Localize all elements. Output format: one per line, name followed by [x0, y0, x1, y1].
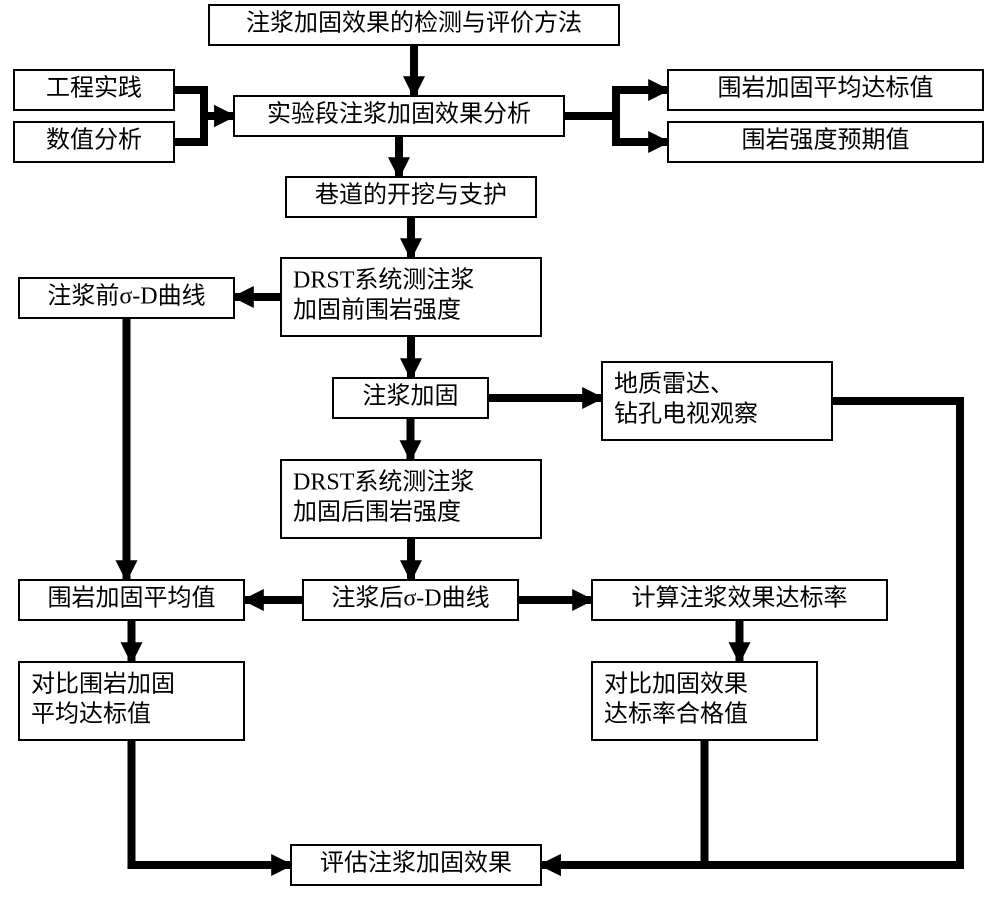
- label: 巷道的开挖与支护: [315, 182, 507, 209]
- label: 围岩加固平均值: [48, 585, 216, 612]
- node-n_grout: 注浆加固: [333, 378, 488, 418]
- node-n_radar: 地质雷达、钻孔电视观察: [602, 362, 832, 440]
- node-n_drst1: DRST系统测注浆加固前围岩强度: [281, 258, 541, 336]
- node-n_cmpRate: 对比加固效果达标率合格值: [592, 662, 817, 740]
- label: 工程实践: [46, 75, 142, 102]
- label: DRST系统测注浆: [293, 469, 474, 496]
- node-n_drst2: DRST系统测注浆加固后围岩强度: [281, 460, 541, 538]
- label: 评估注浆加固效果: [320, 850, 512, 877]
- node-n_cmpAvg: 对比围岩加固平均达标值: [19, 662, 244, 740]
- node-n_left2: 数值分析: [14, 122, 174, 162]
- label: 钻孔电视观察: [614, 401, 758, 428]
- label: 注浆后σ-D曲线: [331, 585, 489, 612]
- node-n_avg: 围岩加固平均值: [19, 580, 244, 620]
- edge: [174, 116, 234, 142]
- node-n_right1: 围岩加固平均达标值: [668, 70, 983, 110]
- boxes-layer: 注浆加固效果的检测与评价方法工程实践数值分析 实验段注浆加固效果分析 围岩加固平均达…: [14, 5, 983, 885]
- node-n_eval: 评估注浆加固效果: [291, 845, 541, 885]
- label: 围岩加固平均达标值: [718, 75, 934, 102]
- label: 对比加固效果: [604, 671, 748, 698]
- edge: [132, 740, 292, 865]
- label: 加固前围岩强度: [293, 297, 461, 324]
- node-n_left1: 工程实践: [14, 70, 174, 110]
- edge: [564, 116, 668, 142]
- node-n_postSD: 注浆后σ-D曲线: [303, 580, 518, 620]
- label: 实验段注浆加固效果分析: [267, 101, 531, 128]
- node-n_top: 注浆加固效果的检测与评价方法: [209, 5, 619, 45]
- label: DRST系统测注浆: [293, 267, 474, 294]
- label: 加固后围岩强度: [293, 499, 461, 526]
- node-n_exp: 实验段注浆加固效果分析: [234, 96, 564, 136]
- node-n_right2: 围岩强度预期值: [668, 122, 983, 162]
- label: 注浆前σ-D曲线: [47, 283, 205, 310]
- node-n_exc: 巷道的开挖与支护: [286, 177, 536, 217]
- label: 地质雷达、: [614, 371, 734, 398]
- label: 注浆加固: [363, 383, 459, 410]
- label: 计算注浆效果达标率: [632, 585, 848, 612]
- label: 达标率合格值: [604, 701, 748, 728]
- label: 注浆加固效果的检测与评价方法: [246, 10, 582, 37]
- node-n_rate: 计算注浆效果达标率: [592, 580, 887, 620]
- label: 平均达标值: [31, 701, 151, 728]
- label: 围岩强度预期值: [742, 127, 910, 154]
- edge: [541, 401, 960, 865]
- arrows-layer: [127, 45, 961, 865]
- edge: [541, 740, 705, 865]
- label: 对比围岩加固: [31, 671, 175, 698]
- node-n_preSD: 注浆前σ-D曲线: [19, 278, 234, 318]
- label: 数值分析: [46, 127, 142, 154]
